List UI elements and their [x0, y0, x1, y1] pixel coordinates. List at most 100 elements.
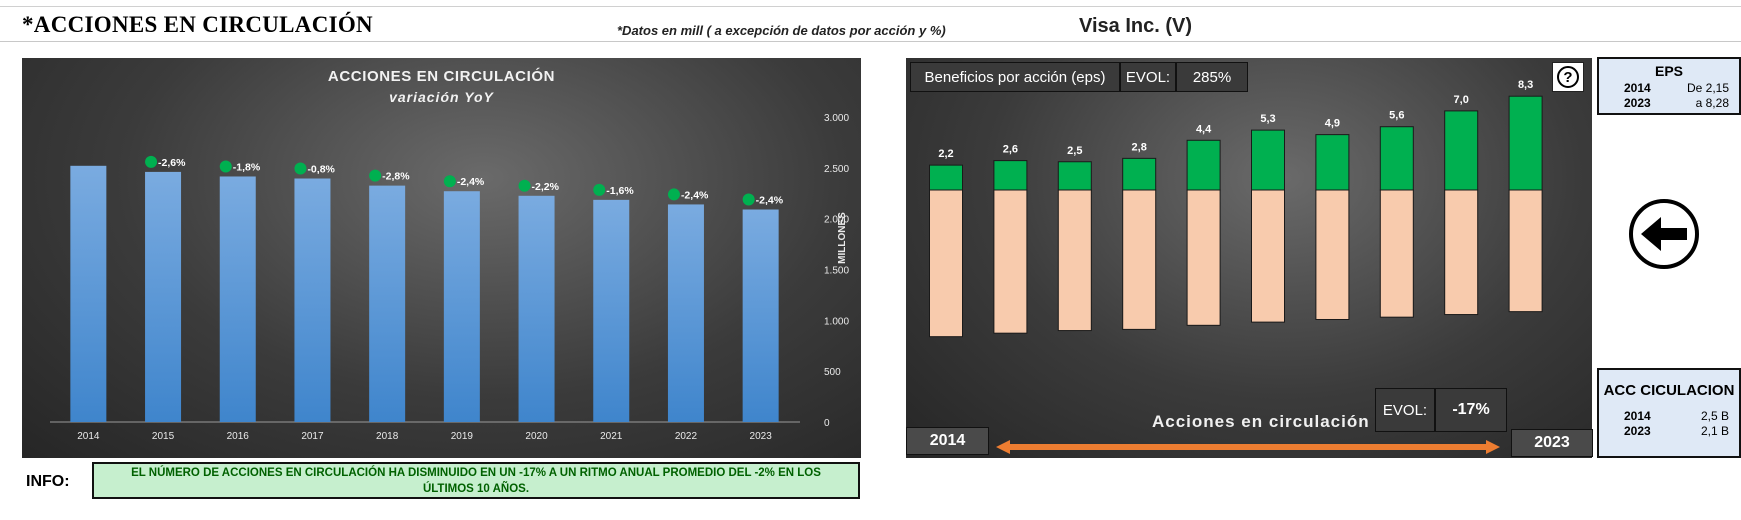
header-divider	[0, 41, 1741, 42]
x-tick-label: 2023	[750, 431, 773, 442]
y-tick-label: 1.500	[824, 266, 849, 277]
shares-bar	[1444, 189, 1479, 316]
eps-evol-value: 285%	[1176, 62, 1248, 92]
shares-bar	[1508, 189, 1543, 313]
eps-summary-year: 2023	[1624, 96, 1651, 110]
y-tick-label: 500	[824, 367, 841, 378]
bar	[294, 178, 331, 422]
x-tick-label: 2014	[77, 431, 100, 442]
y-tick-label: 0	[824, 418, 830, 429]
bar	[70, 165, 107, 423]
green-dot-icon	[742, 193, 755, 206]
shares-yoy-plot: 0 500 1.000 1.500 2.000 2.500 3.000 MILLONES 201…	[50, 113, 849, 442]
x-tick-label: 2015	[152, 431, 175, 442]
shares-summary-year: 2023	[1624, 424, 1651, 438]
eps-bar	[1057, 161, 1092, 191]
eps-bar	[1251, 129, 1285, 191]
shares-bar	[1186, 189, 1221, 326]
spreadsheet-grid-strip	[0, 0, 1741, 7]
company-name: Visa Inc. (V)	[1079, 15, 1193, 37]
yoy-label: -0,8%	[307, 164, 335, 176]
yoy-label: -2,4%	[681, 189, 709, 201]
eps-summary-value: a 8,28	[1695, 96, 1729, 110]
shares-bar	[993, 189, 1028, 334]
yoy-label: -1,8%	[233, 161, 261, 173]
shares-bar	[929, 189, 963, 338]
yoy-label: -2,8%	[382, 171, 410, 183]
start-year: 2014	[906, 427, 989, 455]
eps-value-label: 2,8	[1132, 141, 1147, 153]
x-tick-label: 2021	[600, 431, 623, 442]
eps-value-label: 5,6	[1389, 110, 1404, 122]
info-text: EL NÚMERO DE ACCIONES EN CIRCULACIÓN HA …	[92, 462, 860, 499]
eps-value-label: 7,0	[1454, 94, 1469, 106]
shares-label: Acciones en circulación	[1152, 412, 1370, 431]
shares-summary-row: 2014 2,5 B	[1599, 409, 1739, 424]
bar	[369, 185, 406, 422]
y-tick-label: 3.000	[824, 113, 849, 124]
shares-summary-year: 2014	[1624, 409, 1651, 423]
shares-bar	[1379, 189, 1414, 318]
eps-bar	[1186, 139, 1221, 191]
chart-title: ACCIONES EN CIRCULACIÓN	[327, 68, 556, 85]
bar	[667, 204, 704, 422]
yoy-label: -2,4%	[756, 195, 784, 207]
eps-summary-box: EPS 2014 De 2,15 2023 a 8,28	[1597, 57, 1741, 115]
bar	[518, 195, 555, 422]
x-tick-label: 2020	[525, 431, 548, 442]
eps-bar	[1315, 134, 1350, 191]
eps-bar	[929, 164, 963, 191]
eps-label: Beneficios por acción (eps)	[910, 62, 1120, 92]
left-arrow-circle-icon[interactable]	[1627, 197, 1701, 271]
yoy-label: -2,6%	[158, 157, 186, 169]
eps-value-label: 5,3	[1260, 113, 1275, 125]
shares-summary-row: 2023 2,1 B	[1599, 424, 1739, 439]
eps-summary-row: 2023 a 8,28	[1599, 96, 1739, 111]
x-tick-label: 2018	[376, 431, 399, 442]
green-dot-icon	[593, 183, 606, 196]
green-dot-icon	[443, 175, 456, 188]
help-button[interactable]: ?	[1552, 62, 1584, 92]
shares-summary-value: 2,1 B	[1700, 424, 1729, 438]
question-circle-icon: ?	[1557, 66, 1579, 88]
green-dot-icon	[145, 155, 158, 168]
units-note: *Datos en mill ( a excepción de datos po…	[617, 23, 946, 38]
shares-summary-box: ACC CICULACION 2014 2,5 B 2023 2,1 B	[1597, 368, 1741, 458]
eps-value-label: 2,6	[1003, 144, 1018, 156]
x-tick-label: 2022	[675, 431, 698, 442]
bar	[593, 199, 630, 422]
eps-summary-year: 2014	[1624, 81, 1651, 95]
y-tick-label: 2.000	[824, 215, 849, 226]
info-label: INFO:	[26, 473, 70, 490]
yoy-label: -2,2%	[532, 181, 560, 193]
eps-value-label: 4,9	[1325, 118, 1340, 130]
shares-bar	[1122, 189, 1157, 330]
green-dot-icon	[219, 160, 232, 173]
eps-bar	[1379, 126, 1414, 191]
x-tick-label: 2019	[451, 431, 474, 442]
shares-bar	[1315, 189, 1350, 320]
eps-summary-value: De 2,15	[1686, 81, 1729, 95]
eps-bar	[993, 160, 1028, 191]
eps-shares-chart[interactable]: 2,2 2,6 2,5 2,8 4,4 5,3 4,9 5,6 7,0 8,3	[906, 58, 1592, 458]
eps-summary-row: 2014 De 2,15	[1599, 81, 1739, 96]
shares-evol-value: -17%	[1435, 388, 1507, 432]
eps-value-label: 4,4	[1196, 123, 1212, 135]
y-axis-title: MILLONES	[837, 212, 848, 264]
yoy-label: -2,4%	[457, 176, 485, 188]
shares-yoy-chart[interactable]: ACCIONES EN CIRCULACIÓN variación YoY 0 5…	[22, 58, 861, 458]
green-dot-icon	[667, 188, 680, 201]
bar	[742, 209, 779, 422]
shares-summary-value: 2,5 B	[1700, 409, 1729, 423]
eps-bar	[1122, 157, 1157, 191]
bar	[443, 191, 480, 422]
shares-evol-label: EVOL:	[1375, 388, 1435, 432]
green-dot-icon	[294, 162, 307, 175]
double-arrow-icon	[996, 440, 1500, 454]
eps-evol-label: EVOL:	[1120, 62, 1176, 92]
x-tick-label: 2016	[227, 431, 250, 442]
eps-value-label: 8,3	[1518, 79, 1533, 91]
eps-shares-plot: 2,2 2,6 2,5 2,8 4,4 5,3 4,9 5,6 7,0 8,3	[929, 79, 1543, 338]
bar	[145, 171, 182, 422]
eps-bar	[1444, 110, 1479, 191]
